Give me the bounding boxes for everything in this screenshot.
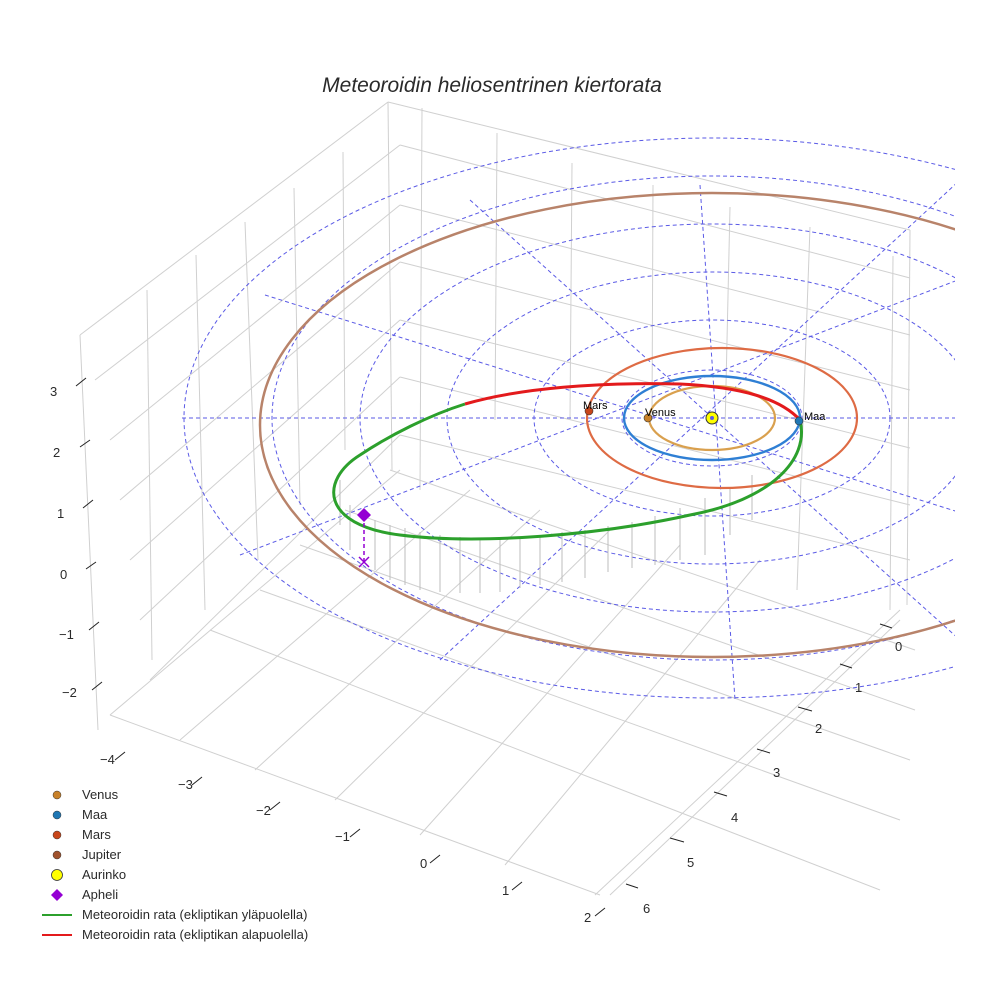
maa-marker-icon [52, 810, 62, 820]
y-tick: 0 [895, 639, 903, 654]
y-tick: 1 [855, 680, 863, 695]
z-tick: −2 [62, 685, 77, 700]
venus-marker[interactable] [643, 413, 653, 423]
aphelion-projection-x-icon [358, 556, 370, 568]
apheli-diamond-icon [51, 889, 63, 901]
ecliptic-grid [182, 137, 955, 701]
mars-orbit[interactable] [585, 346, 859, 490]
jupiter-orbit[interactable] [258, 191, 984, 659]
z-tick: 0 [60, 567, 68, 582]
x-tick: 1 [502, 883, 510, 898]
x-tick: −1 [335, 829, 350, 844]
mars-marker[interactable] [584, 406, 594, 416]
venus-label: Venus [645, 407, 676, 419]
mars-marker-icon [52, 830, 62, 840]
y-tick: 3 [773, 765, 781, 780]
x-tick: −3 [178, 777, 193, 792]
y-tick: 6 [643, 901, 651, 916]
green-line-icon [42, 914, 72, 916]
meteoroid-orbit-above[interactable] [332, 402, 803, 541]
aurinko-marker-icon [51, 869, 63, 881]
x-tick: −2 [256, 803, 271, 818]
axes-grid [79, 101, 916, 896]
x-tick: −4 [100, 752, 115, 767]
aurinko-core [710, 416, 714, 420]
x-tick: 0 [420, 856, 428, 871]
venus-marker-icon [52, 790, 62, 800]
z-tick: 2 [53, 445, 61, 460]
y-tick: 4 [731, 810, 739, 825]
z-tick: 1 [57, 506, 65, 521]
z-tick: −1 [59, 627, 74, 642]
y-tick: 5 [687, 855, 695, 870]
y-tick: 2 [815, 721, 823, 736]
maa-label: Maa [804, 411, 826, 423]
jupiter-marker-icon [52, 850, 62, 860]
mars-label: Mars [583, 400, 608, 412]
tick-marks [75, 377, 893, 917]
meteoroid-orbit-below[interactable] [464, 382, 802, 422]
drop-lines [339, 475, 753, 593]
red-line-icon [42, 934, 72, 936]
z-tick: 3 [50, 384, 58, 399]
aphelion-marker[interactable] [357, 508, 371, 522]
chart-title: Meteoroidin heliosentrinen kiertorata [322, 74, 662, 97]
x-tick: 2 [584, 910, 592, 925]
maa-marker[interactable] [794, 416, 804, 426]
